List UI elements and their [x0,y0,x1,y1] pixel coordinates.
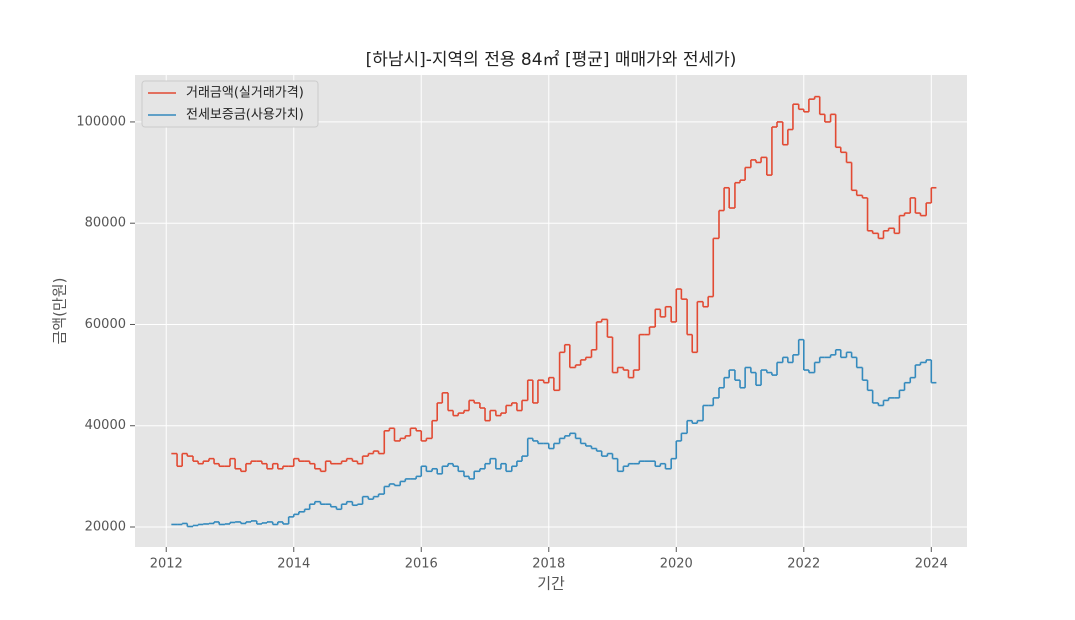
x-axis-label: 기간 [537,575,565,593]
y-tick-label: 80000 [85,216,126,231]
x-tick-label: 2012 [150,557,183,572]
chart-title: [하남시]-지역의 전용 84㎡ [평균] 매매가와 전세가) [366,50,737,70]
y-tick-label: 20000 [85,520,126,535]
x-tick-label: 2014 [277,557,310,572]
x-tick-label: 2024 [915,557,948,572]
y-tick-label: 100000 [76,114,126,129]
legend-label: 전세보증금(사용가치) [186,108,304,123]
legend-label: 거래금액(실거래가격) [186,86,304,101]
x-tick-label: 2022 [787,557,820,572]
series-line [171,338,937,528]
x-tick-label: 2020 [660,557,693,572]
y-axis-label: 금액(만원) [51,278,69,345]
x-tick-label: 2016 [405,557,438,572]
plot-area [135,75,967,547]
x-tick-label: 2018 [532,557,565,572]
legend-box [141,80,319,128]
y-tick-label: 40000 [85,418,126,433]
y-tick-label: 60000 [85,317,126,332]
series-line [171,95,937,473]
